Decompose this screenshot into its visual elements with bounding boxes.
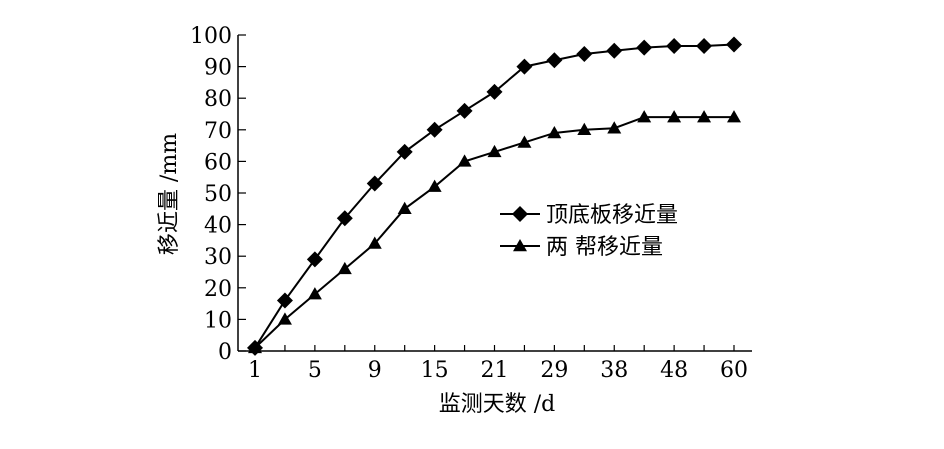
data-point-diamond — [426, 121, 443, 138]
legend-item-1: 顶底板移近量 — [500, 203, 678, 228]
data-point-diamond — [366, 175, 383, 192]
y-axis-ticks: 0 10 20 30 40 50 60 70 80 90 100 — [190, 24, 246, 365]
data-point-triangle — [547, 125, 562, 139]
axes — [237, 35, 752, 352]
x-tick-label: 48 — [660, 358, 688, 383]
data-point-triangle — [697, 110, 712, 123]
y-tick-label: 100 — [190, 24, 232, 49]
y-tick-label: 0 — [218, 340, 232, 365]
x-tick-label: 15 — [421, 358, 449, 383]
data-point-diamond — [636, 39, 653, 56]
y-tick-label: 90 — [204, 56, 232, 81]
data-point-diamond — [396, 143, 413, 160]
data-point-diamond — [726, 36, 742, 53]
x-tick-label: 60 — [720, 358, 748, 383]
legend-marker-triangle — [513, 239, 527, 252]
data-point-triangle — [667, 110, 682, 123]
x-tick-label: 21 — [481, 358, 509, 383]
series-layer — [247, 36, 742, 356]
y-tick-label: 60 — [204, 150, 232, 175]
data-point-triangle — [397, 201, 412, 215]
data-point-triangle — [637, 110, 652, 123]
data-point-triangle — [427, 179, 442, 192]
y-tick-label: 10 — [204, 308, 232, 333]
data-point-diamond — [306, 251, 323, 268]
data-point-triangle — [307, 287, 322, 300]
legend-label: 顶底板移近量 — [546, 203, 678, 228]
x-axis-label: 监测天数 /d — [439, 392, 556, 417]
data-point-triangle — [337, 261, 352, 275]
data-point-triangle — [248, 340, 262, 354]
y-tick-label: 70 — [204, 119, 232, 144]
y-tick-label: 20 — [204, 277, 232, 302]
y-tick-label: 80 — [204, 87, 232, 112]
data-point-diamond — [696, 38, 713, 55]
data-point-triangle — [727, 110, 741, 123]
data-point-triangle — [517, 135, 532, 148]
data-point-diamond — [456, 102, 473, 119]
data-point-triangle — [457, 154, 472, 167]
y-axis-label: 移近量 /mm — [157, 133, 182, 255]
legend-item-2: 两 帮移近量 — [500, 235, 663, 260]
data-point-triangle — [487, 144, 502, 158]
data-point-diamond — [336, 210, 353, 227]
x-tick-label: 5 — [308, 358, 322, 383]
data-point-diamond — [546, 52, 563, 69]
data-point-diamond — [276, 292, 293, 309]
y-tick-label: 50 — [204, 182, 232, 207]
y-tick-label: 40 — [204, 214, 232, 239]
data-point-triangle — [277, 312, 292, 325]
y-tick-label: 30 — [204, 245, 232, 270]
data-point-diamond — [666, 38, 683, 55]
data-point-diamond — [606, 42, 623, 59]
series-2 — [248, 110, 741, 354]
x-tick-label: 1 — [248, 358, 262, 383]
data-point-diamond — [486, 83, 503, 100]
data-point-triangle — [607, 121, 622, 134]
data-point-triangle — [367, 236, 382, 249]
legend-label: 两 帮移近量 — [546, 235, 663, 260]
data-point-diamond — [516, 58, 533, 75]
x-tick-label: 9 — [368, 358, 382, 383]
data-point-diamond — [576, 45, 593, 62]
x-axis-ticks: 1 5 9 15 21 29 38 48 60 — [248, 345, 748, 383]
series-1 — [247, 36, 742, 356]
legend-marker-diamond — [512, 206, 528, 222]
x-tick-label: 29 — [540, 358, 568, 383]
x-tick-label: 38 — [600, 358, 628, 383]
data-point-triangle — [577, 122, 592, 136]
